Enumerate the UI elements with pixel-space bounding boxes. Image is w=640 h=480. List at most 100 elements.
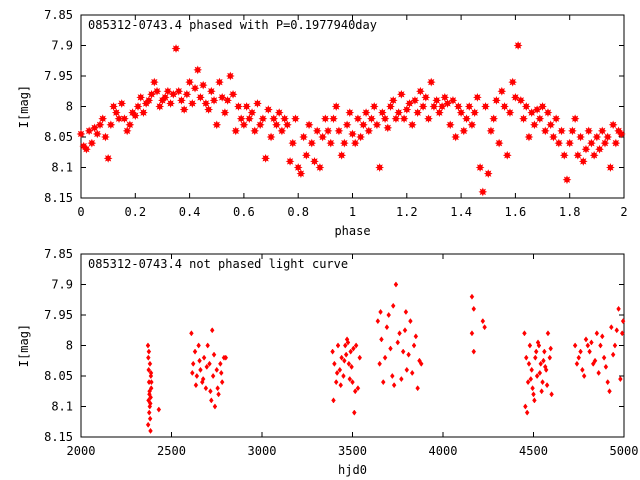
unphased-data-point xyxy=(523,403,528,410)
unphased-data-point xyxy=(415,385,420,392)
phased-data-point xyxy=(383,123,393,133)
phased-y-tick-label: 8 xyxy=(66,100,73,114)
phased-data-point xyxy=(288,138,298,148)
phased-data-point xyxy=(228,89,238,99)
unphased-data-point xyxy=(576,354,582,361)
phased-data-point xyxy=(356,132,366,142)
phased-data-point xyxy=(312,126,322,136)
unphased-data-point xyxy=(540,379,545,386)
phased-data-point xyxy=(456,108,466,117)
unphased-data-point xyxy=(192,348,198,355)
phased-chart-title: 085312-0743.4 phased with P=0.1977940day xyxy=(88,18,377,32)
phased-data-point xyxy=(285,157,295,166)
unphased-data-point xyxy=(219,379,225,386)
phased-data-point xyxy=(304,120,314,130)
phased-data-point xyxy=(174,86,184,96)
unphased-data-point xyxy=(534,372,540,380)
phased-data-point xyxy=(527,108,537,117)
unphased-data-point xyxy=(350,379,355,386)
unphased-data-point xyxy=(409,369,415,376)
phased-data-point xyxy=(144,96,154,105)
phased-data-point xyxy=(318,132,328,142)
phased-data-point xyxy=(562,175,572,185)
phased-data-point xyxy=(244,114,254,124)
unphased-data-point xyxy=(614,327,620,334)
phased-data-point xyxy=(399,114,409,124)
phased-data-point xyxy=(196,92,205,102)
unphased-data-point xyxy=(342,357,347,364)
unphased-data-point xyxy=(204,363,210,370)
unphased-data-point xyxy=(585,342,591,349)
phased-data-point xyxy=(380,114,390,124)
phased-data-point xyxy=(155,102,165,111)
phased-data-point xyxy=(511,92,520,102)
unphased-data-point xyxy=(395,339,401,346)
unphased-data-point xyxy=(147,388,152,395)
phased-data-point xyxy=(255,120,265,130)
phased-y-tick-label: 8.15 xyxy=(44,191,73,205)
unphased-data-point xyxy=(549,391,554,398)
unphased-data-point xyxy=(196,342,201,349)
unphased-data-point xyxy=(390,302,396,309)
phased-data-point xyxy=(125,120,135,130)
unphased-data-point xyxy=(529,366,534,373)
phased-data-point xyxy=(592,132,602,142)
phased-data-point xyxy=(223,96,232,105)
unphased-data-point xyxy=(526,360,532,367)
unphased-data-point xyxy=(211,351,217,358)
unphased-chart: 2000 2500 3000 3500 4000 4500 5000 7.85 7.9 7.95 8… xyxy=(17,247,638,477)
unphased-data-point xyxy=(527,342,533,349)
phased-data-point xyxy=(263,105,273,114)
phased-data-point xyxy=(361,108,371,117)
unphased-x-tick-label: 5000 xyxy=(610,444,639,458)
unphased-data-point xyxy=(212,403,218,410)
unphased-data-point xyxy=(408,318,413,325)
phased-y-tick-label: 7.9 xyxy=(51,39,73,53)
phased-data-point xyxy=(152,86,162,96)
unphased-data-point xyxy=(544,382,550,389)
phased-data-point xyxy=(98,114,108,124)
unphased-data-point xyxy=(209,397,214,404)
phased-data-point xyxy=(87,138,97,148)
phased-chart: 0 0.2 0.4 0.6 0.8 1 1.2 1.4 1.6 1.8 2 7.85 7.9 7.95 8 8… xyxy=(17,8,628,238)
unphased-data-point xyxy=(618,376,623,383)
unphased-data-point xyxy=(331,397,336,404)
phased-data-point xyxy=(266,132,276,142)
unphased-data-point xyxy=(587,348,592,355)
phased-data-point xyxy=(147,89,156,99)
unphased-data-point xyxy=(345,339,351,346)
phased-data-point xyxy=(462,114,471,124)
unphased-x-tick-label: 4000 xyxy=(429,444,458,458)
phased-data-point xyxy=(587,138,596,148)
unphased-data-point xyxy=(406,351,411,358)
unphased-data-point xyxy=(532,397,537,404)
phased-data-point xyxy=(502,150,512,160)
unphased-x-tick-label: 2500 xyxy=(157,444,186,458)
phased-data-point xyxy=(182,89,192,99)
phased-data-point xyxy=(557,126,566,136)
phased-data-point xyxy=(489,114,499,124)
phased-data-point xyxy=(326,138,336,148)
phased-data-point xyxy=(269,114,279,124)
unphased-data-point xyxy=(194,372,200,380)
unphased-data-point xyxy=(533,348,539,355)
phased-data-point xyxy=(90,123,99,133)
unphased-data-point xyxy=(539,388,544,395)
phased-data-point xyxy=(369,102,379,111)
phased-data-point xyxy=(519,114,528,124)
phased-data-point xyxy=(432,96,442,105)
phased-data-point xyxy=(310,157,319,166)
phased-data-point xyxy=(421,92,431,102)
unphased-data-point xyxy=(341,372,346,380)
phased-data-point xyxy=(600,138,610,148)
phased-data-point xyxy=(429,102,439,111)
phased-data-point xyxy=(299,132,308,142)
phased-x-tick-label: 0.6 xyxy=(233,205,255,219)
phased-data-point xyxy=(407,120,417,130)
phased-y-tick-label: 8.1 xyxy=(51,161,73,175)
phased-data-point xyxy=(250,126,260,136)
unphased-data-point xyxy=(616,305,621,312)
phased-data-point xyxy=(307,138,317,148)
phased-data-point xyxy=(611,138,621,148)
phased-data-point xyxy=(320,114,330,124)
